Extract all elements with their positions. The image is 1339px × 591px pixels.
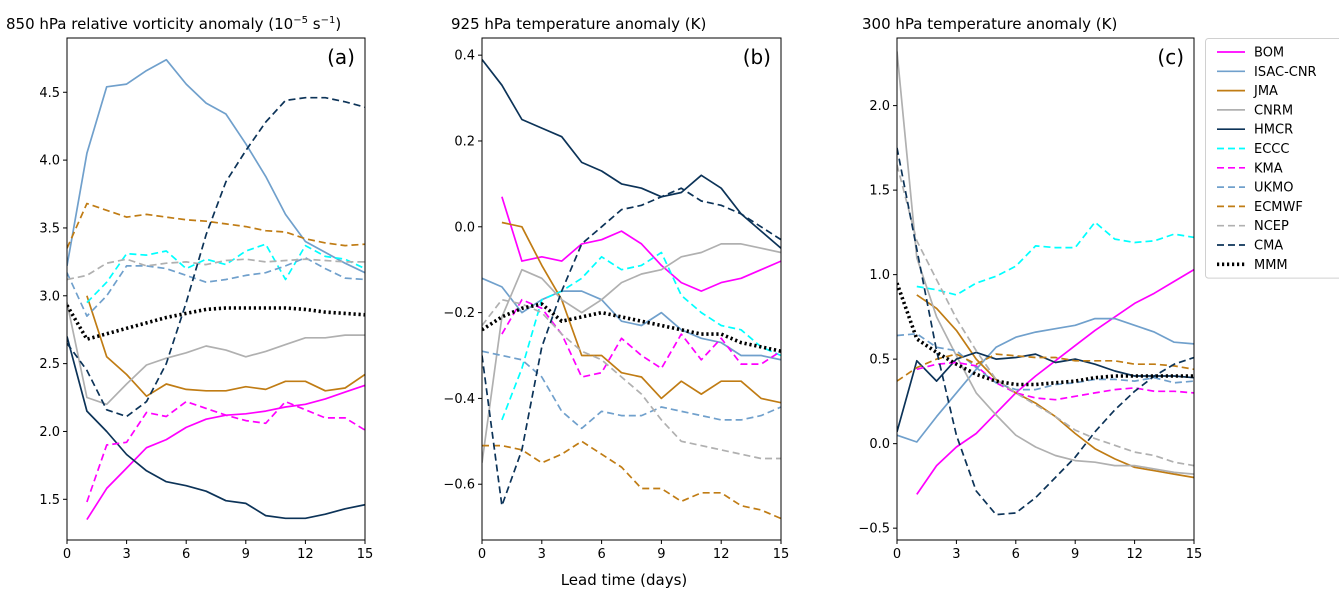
panel-b: 925 hPa temperature anomaly (K) (b) 0 3 6 9… — [443, 15, 789, 562]
y-tick-label-a: 4.5 — [39, 86, 60, 101]
x-axis-label: Lead time (days) — [561, 571, 688, 589]
y-tick-label-c: −0.5 — [858, 522, 890, 537]
x-tick-label-b: 6 — [597, 547, 605, 562]
x-tick-label-b: 3 — [538, 547, 546, 562]
y-tick-label-c: 0.5 — [869, 353, 890, 368]
y-tick-label-c: 2.0 — [869, 99, 890, 114]
panel-c: 300 hPa temperature anomaly (K) (c) 0 3 6 9… — [858, 15, 1202, 562]
y-tick-label-b: 0.4 — [454, 49, 475, 64]
legend-label-eccc: ECCC — [1254, 142, 1289, 157]
panel-a: 850 hPa relative vorticity anomaly (10−5… — [6, 15, 373, 562]
legend-label-cnrm: CNRM — [1254, 103, 1293, 118]
y-tick-label-b: −0.4 — [443, 392, 475, 407]
axes-frame-c — [896, 37, 1195, 541]
series-line-ecmwf-b — [482, 440, 781, 520]
legend-label-bom: BOM — [1254, 46, 1284, 61]
y-tick-label-a: 2.0 — [39, 425, 60, 440]
series-line-kma-c — [916, 361, 1194, 401]
panel-a-title: 850 hPa relative vorticity anomaly (10−5… — [6, 15, 341, 33]
x-tick-label-b: 15 — [773, 547, 790, 562]
y-tick-label-c: 0.0 — [869, 437, 890, 452]
x-tick-label-c: 3 — [952, 547, 960, 562]
legend-label-hmcr: HMCR — [1254, 123, 1293, 138]
x-tick-label-a: 15 — [357, 547, 374, 562]
series-line-bom-c — [916, 268, 1194, 495]
panel-c-label: (c) — [1157, 45, 1184, 69]
y-tick-label-a: 2.5 — [39, 357, 60, 372]
panel-b-label: (b) — [743, 45, 771, 69]
series-line-bom-a — [86, 384, 365, 521]
series-line-hmcr-a — [67, 336, 365, 520]
legend-label-kma: KMA — [1254, 161, 1283, 176]
legend-box — [1205, 38, 1339, 279]
panel-a-label: (a) — [327, 45, 355, 69]
series-line-mmm-b — [482, 302, 781, 353]
x-tick-label-a: 6 — [182, 547, 190, 562]
series-line-bom-b — [501, 196, 781, 292]
axes-frame-b — [481, 37, 782, 541]
x-tick-label-c: 0 — [893, 547, 901, 562]
x-tick-label-b: 12 — [713, 547, 730, 562]
y-tick-label-b: −0.2 — [443, 306, 475, 321]
x-tick-label-a: 0 — [63, 547, 71, 562]
y-tick-label-a: 3.5 — [39, 221, 60, 236]
series-line-cnrm-b — [482, 243, 781, 463]
panel-b-title: 925 hPa temperature anomaly (K) — [451, 15, 706, 33]
series-line-ukmo-c — [897, 332, 1194, 391]
series-line-eccc-b — [501, 251, 781, 421]
series-line-eccc-a — [86, 243, 365, 304]
legend-label-isac-cnr: ISAC-CNR — [1254, 65, 1317, 80]
x-tick-label-a: 3 — [122, 547, 130, 562]
y-tick-label-b: 0.2 — [454, 134, 475, 149]
series-line-eccc-c — [916, 221, 1194, 296]
y-tick-label-a: 1.5 — [39, 493, 60, 508]
series-line-kma-a — [86, 400, 365, 503]
series-line-jma-b — [501, 221, 781, 404]
legend: BOM ISAC-CNR JMA CNRM HMCR ECCC KMA UKMO ECMWF NC… — [1205, 38, 1339, 279]
x-tick-label-c: 6 — [1012, 547, 1020, 562]
series-line-kma-b — [501, 298, 781, 378]
x-tick-label-a: 12 — [297, 547, 314, 562]
series-line-isac-cnr-c — [897, 317, 1194, 443]
series-line-hmcr-b — [482, 58, 781, 249]
series-line-ncep-c — [897, 164, 1194, 467]
legend-label-ncep: NCEP — [1254, 219, 1289, 234]
y-tick-label-c: 1.5 — [869, 184, 890, 199]
y-tick-label-a: 4.0 — [39, 154, 60, 169]
x-tick-label-b: 0 — [478, 547, 486, 562]
series-line-cnrm-c — [897, 51, 1194, 475]
legend-label-jma: JMA — [1253, 84, 1278, 99]
legend-label-ecmwf: ECMWF — [1254, 200, 1303, 215]
series-line-ukmo-b — [482, 350, 781, 430]
y-tick-label-a: 3.0 — [39, 289, 60, 304]
series-line-cma-b — [482, 187, 781, 507]
legend-label-cma: CMA — [1254, 239, 1283, 254]
x-tick-label-c: 12 — [1126, 547, 1143, 562]
series-line-cma-c — [897, 147, 1194, 516]
series-line-cma-a — [67, 96, 365, 418]
series-line-cnrm-a — [67, 302, 365, 406]
series-line-mmm-a — [67, 304, 365, 342]
series-line-ncep-b — [482, 298, 781, 460]
axes-frame-a — [66, 37, 366, 541]
y-tick-label-b: 0.0 — [454, 220, 475, 235]
x-tick-label-b: 9 — [657, 547, 665, 562]
series-line-jma-a — [86, 295, 365, 398]
y-tick-label-b: −0.6 — [443, 478, 475, 493]
series-line-ukmo-a — [67, 256, 365, 317]
x-tick-label-c: 9 — [1071, 547, 1079, 562]
series-line-ecmwf-a — [67, 202, 365, 249]
x-tick-label-c: 15 — [1186, 547, 1203, 562]
y-tick-label-c: 1.0 — [869, 268, 890, 283]
series-line-ncep-a — [67, 258, 365, 281]
series-line-ecmwf-c — [897, 353, 1194, 382]
panel-c-title: 300 hPa temperature anomaly (K) — [862, 15, 1117, 33]
legend-label-mmm: MMM — [1254, 258, 1288, 273]
series-line-isac-cnr-a — [67, 58, 365, 274]
x-tick-label-a: 9 — [242, 547, 250, 562]
legend-label-ukmo: UKMO — [1254, 181, 1294, 196]
